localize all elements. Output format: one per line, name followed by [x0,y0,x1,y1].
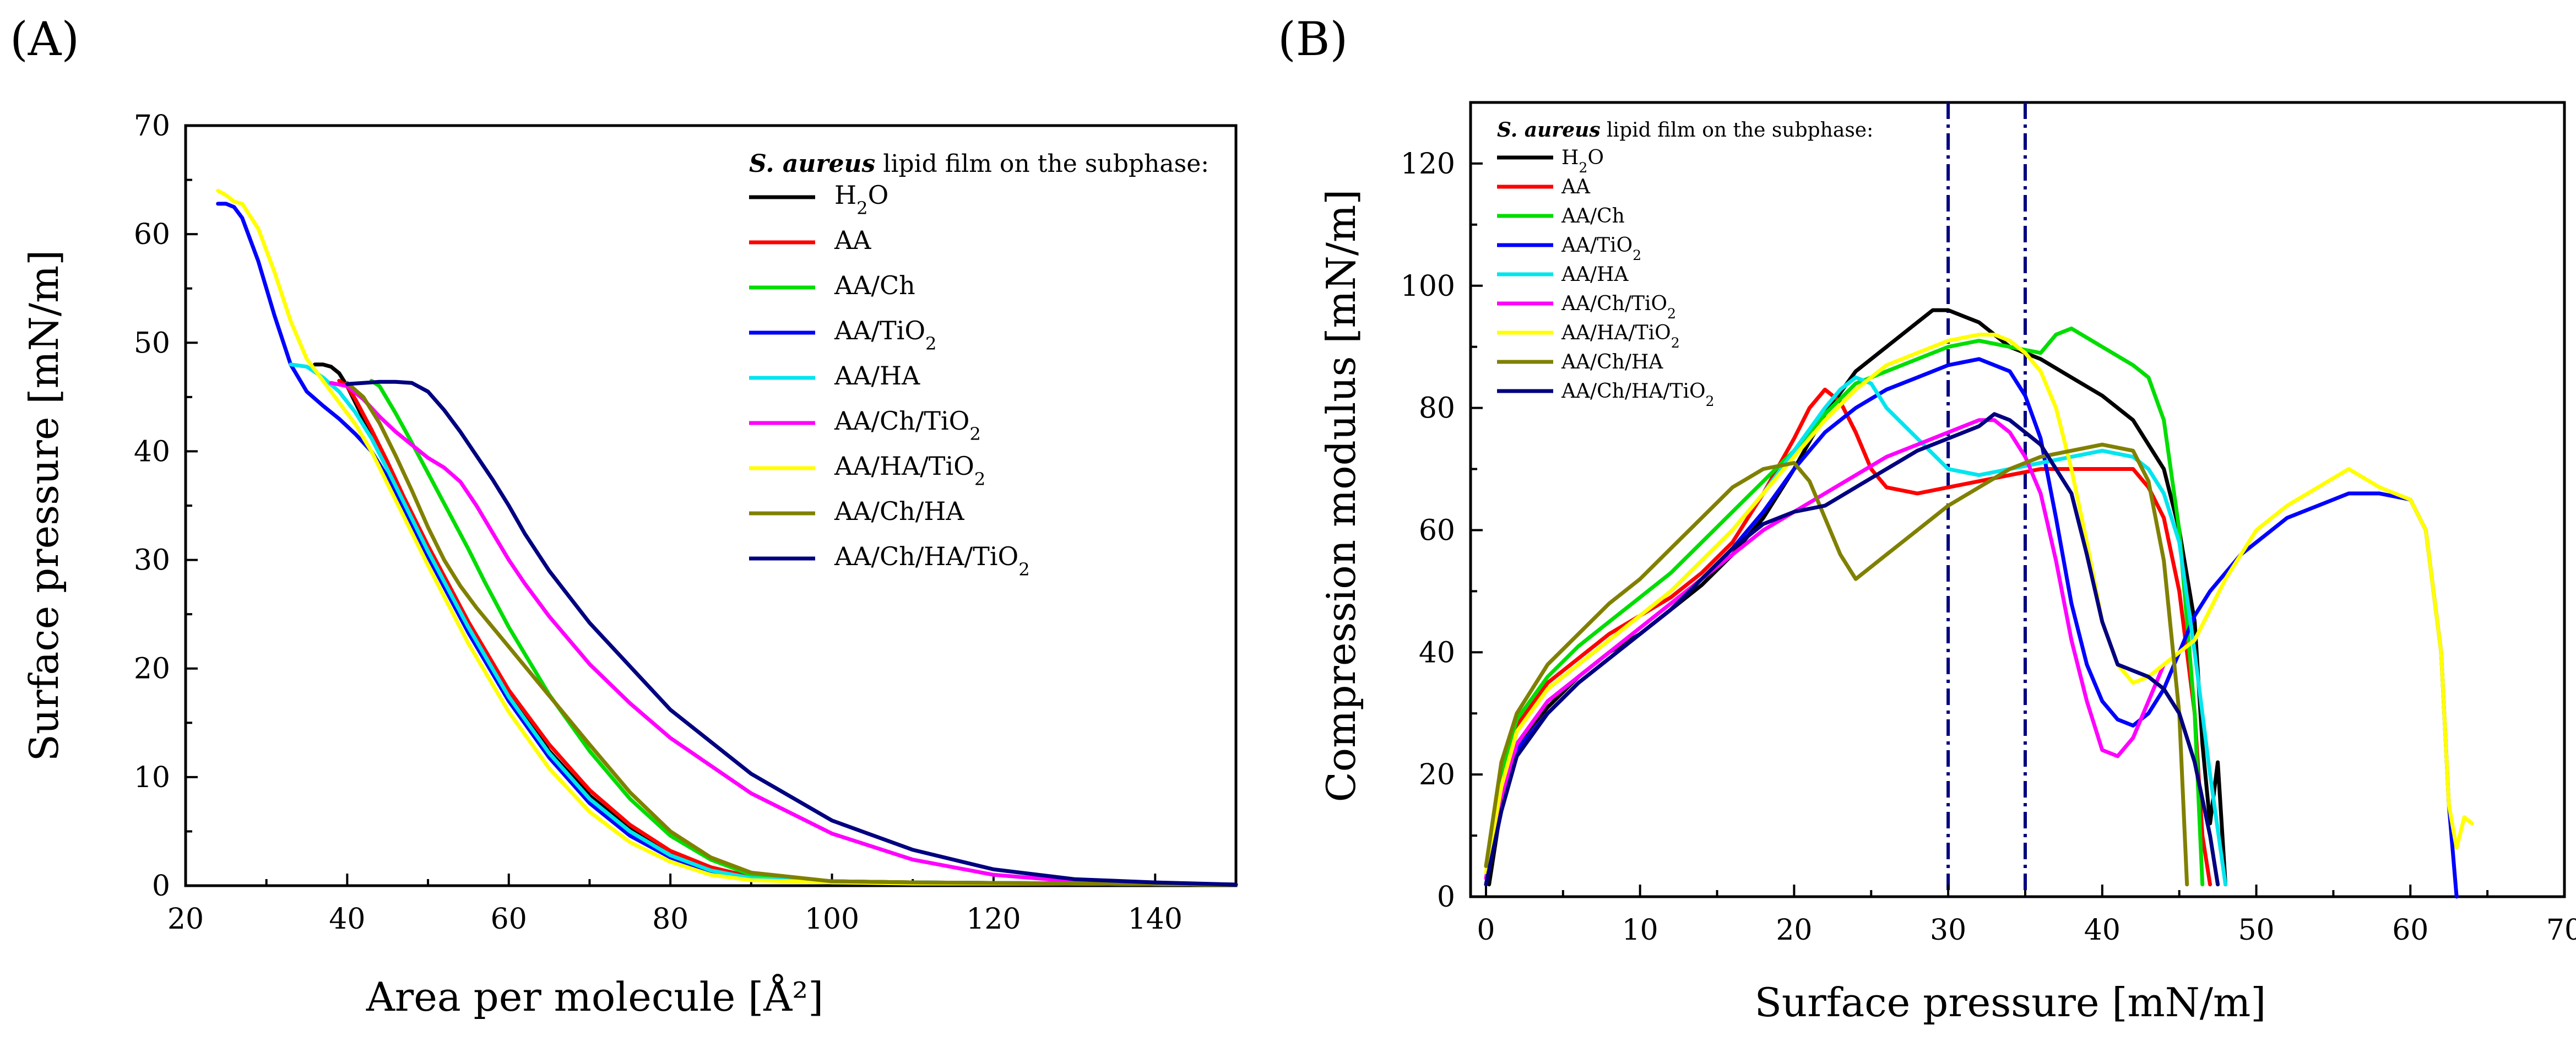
panel-a-series [216,188,1238,887]
panel-b-legend-label: AA/TiO2 [1561,234,1641,263]
panel-b-series-line [1484,387,2212,887]
panel-b-legend-label: AA/HA/TiO2 [1561,322,1680,351]
panel-a-x-tick-label: 80 [652,903,688,936]
panel-b-legend-title-rest: lipid film on the subphase: [1601,119,1874,142]
panel-a-legend-label: AA/HA [834,361,920,391]
panel-b-series [1484,308,2474,899]
panel-b-x-tick-label: 70 [2546,914,2576,947]
panel-b-label: (B) [1278,12,1348,66]
panel-b-y-tick-label: 20 [1419,758,1455,791]
panel-a-y-axis-title: Surface pressure [mN/m] [21,250,67,762]
svg-text:S. aureus lipid film on the su: S. aureus lipid film on the subphase: [1497,118,1873,142]
panel-a-series-line [216,188,1238,887]
panel-a-legend-label: AA [834,225,871,255]
panel-b-legend-label: AA/Ch [1561,205,1625,227]
panel-b-series-line [1484,418,2166,881]
panel-b-y-tick-label: 80 [1419,392,1455,425]
panel-a-legend-label: AA/Ch/TiO2 [834,406,981,444]
panel-b-legend: S. aureus lipid film on the subphase: H2… [1497,118,1873,409]
panel-b-legend-label: H2O [1561,147,1604,176]
panel-a-y-tick-label: 40 [134,435,170,468]
panel-a-legend-title-species: S. aureus [749,150,875,178]
panel-a-ticks: 20 40 60 80 100 120 140 0 10 20 30 40 50 60 70 [134,110,1183,936]
panel-a-y-tick-label: 10 [134,761,170,794]
panel-a-y-tick-label: 60 [134,218,170,251]
panel-a-y-tick-label: 70 [134,110,170,143]
panel-a-x-tick-label: 20 [167,903,204,936]
panel-a-x-tick-label: 120 [966,903,1021,936]
panel-b-plot-frame [1469,101,2566,898]
panel-b-x-tick-label: 40 [2084,914,2121,947]
panel-b-legend-label: AA/Ch/HA [1561,351,1663,373]
panel-b-reference-lines [1946,102,2027,897]
panel-b-legend-label: AA/Ch/HA/TiO2 [1561,380,1715,409]
panel-a-label: (A) [10,12,79,66]
panel-a-x-axis-title: Area per molecule [Å²] [366,973,823,1020]
panel-b-series-line [1484,326,2205,887]
panel-a-plot-frame [184,124,1238,887]
panel-b-x-tick-label: 20 [1776,914,1812,947]
panel-b-legend-label: AA/Ch/TiO2 [1561,292,1676,322]
panel-b-x-tick-label: 10 [1622,914,1658,947]
panel-a-legend-label: AA/Ch/HA/TiO2 [834,541,1030,580]
panel-b-x-tick-label: 0 [1477,914,1495,947]
panel-b-series-line [1484,333,2474,875]
panel-a-legend-label: AA/HA/TiO2 [834,451,985,490]
panel-a-x-tick-label: 60 [491,903,527,936]
panel-a-x-tick-label: 140 [1128,903,1183,936]
panel-b-legend-label: AA [1561,176,1591,198]
panel-a-legend-label: AA/Ch [834,270,915,300]
panel-a: (A) 20 40 60 80 100 120 140 0 10 20 30 40 50 60 70 Are… [10,12,1238,1020]
panel-b-legend-label: AA/HA [1561,263,1629,286]
panel-b-ticks: 0 10 20 30 40 50 60 70 0 20 40 60 80 100 120 [1401,148,2576,947]
panel-a-legend-label: AA/TiO2 [834,316,937,354]
panel-a-y-tick-label: 50 [134,327,170,360]
panel-a-series-line [345,379,1238,887]
panel-a-legend: S. aureus lipid film on the subphase: H2… [749,150,1209,580]
panel-b-series-line [1484,412,2220,887]
panel-a-y-tick-label: 30 [134,544,170,577]
panel-a-series-line [345,381,1238,887]
panel-b-y-tick-label: 120 [1401,148,1455,181]
panel-b-x-tick-label: 30 [1930,914,1966,947]
panel-b-x-tick-label: 60 [2392,914,2428,947]
panel-b-legend-title-species: S. aureus [1497,118,1601,142]
panel-a-series-line [289,362,1238,887]
panel-a-series-line [216,202,1238,887]
panel-b: (B) 0 10 20 30 40 50 60 70 0 20 40 60 80 100 120 Surfa… [1278,12,2576,1026]
panel-a-legend-label: H2O [834,180,888,219]
panel-b-series-line [1484,357,2459,899]
panel-b-y-tick-label: 40 [1419,636,1455,669]
panel-a-y-tick-label: 20 [134,653,170,686]
panel-b-x-tick-label: 50 [2238,914,2274,947]
panel-b-y-tick-label: 100 [1401,270,1455,303]
panel-a-x-tick-label: 40 [329,903,365,936]
panel-b-x-axis-title: Surface pressure [mN/m] [1755,979,2266,1026]
svg-text:S. aureus lipid film on the su: S. aureus lipid film on the subphase: [749,150,1209,178]
panel-a-y-tick-label: 0 [152,870,170,903]
panel-b-y-tick-label: 60 [1419,514,1455,547]
panel-b-y-tick-label: 0 [1437,881,1455,914]
panel-a-legend-label: AA/Ch/HA [834,496,964,526]
panel-a-legend-title-rest: lipid film on the subphase: [875,150,1209,178]
panel-a-series-line [369,378,1238,887]
panel-b-y-axis-title: Compression modulus [mN/m] [1318,189,1364,803]
panel-b-series-line [1484,442,2189,887]
panel-a-x-tick-label: 100 [805,903,859,936]
panel-a-series-line [329,381,1238,887]
